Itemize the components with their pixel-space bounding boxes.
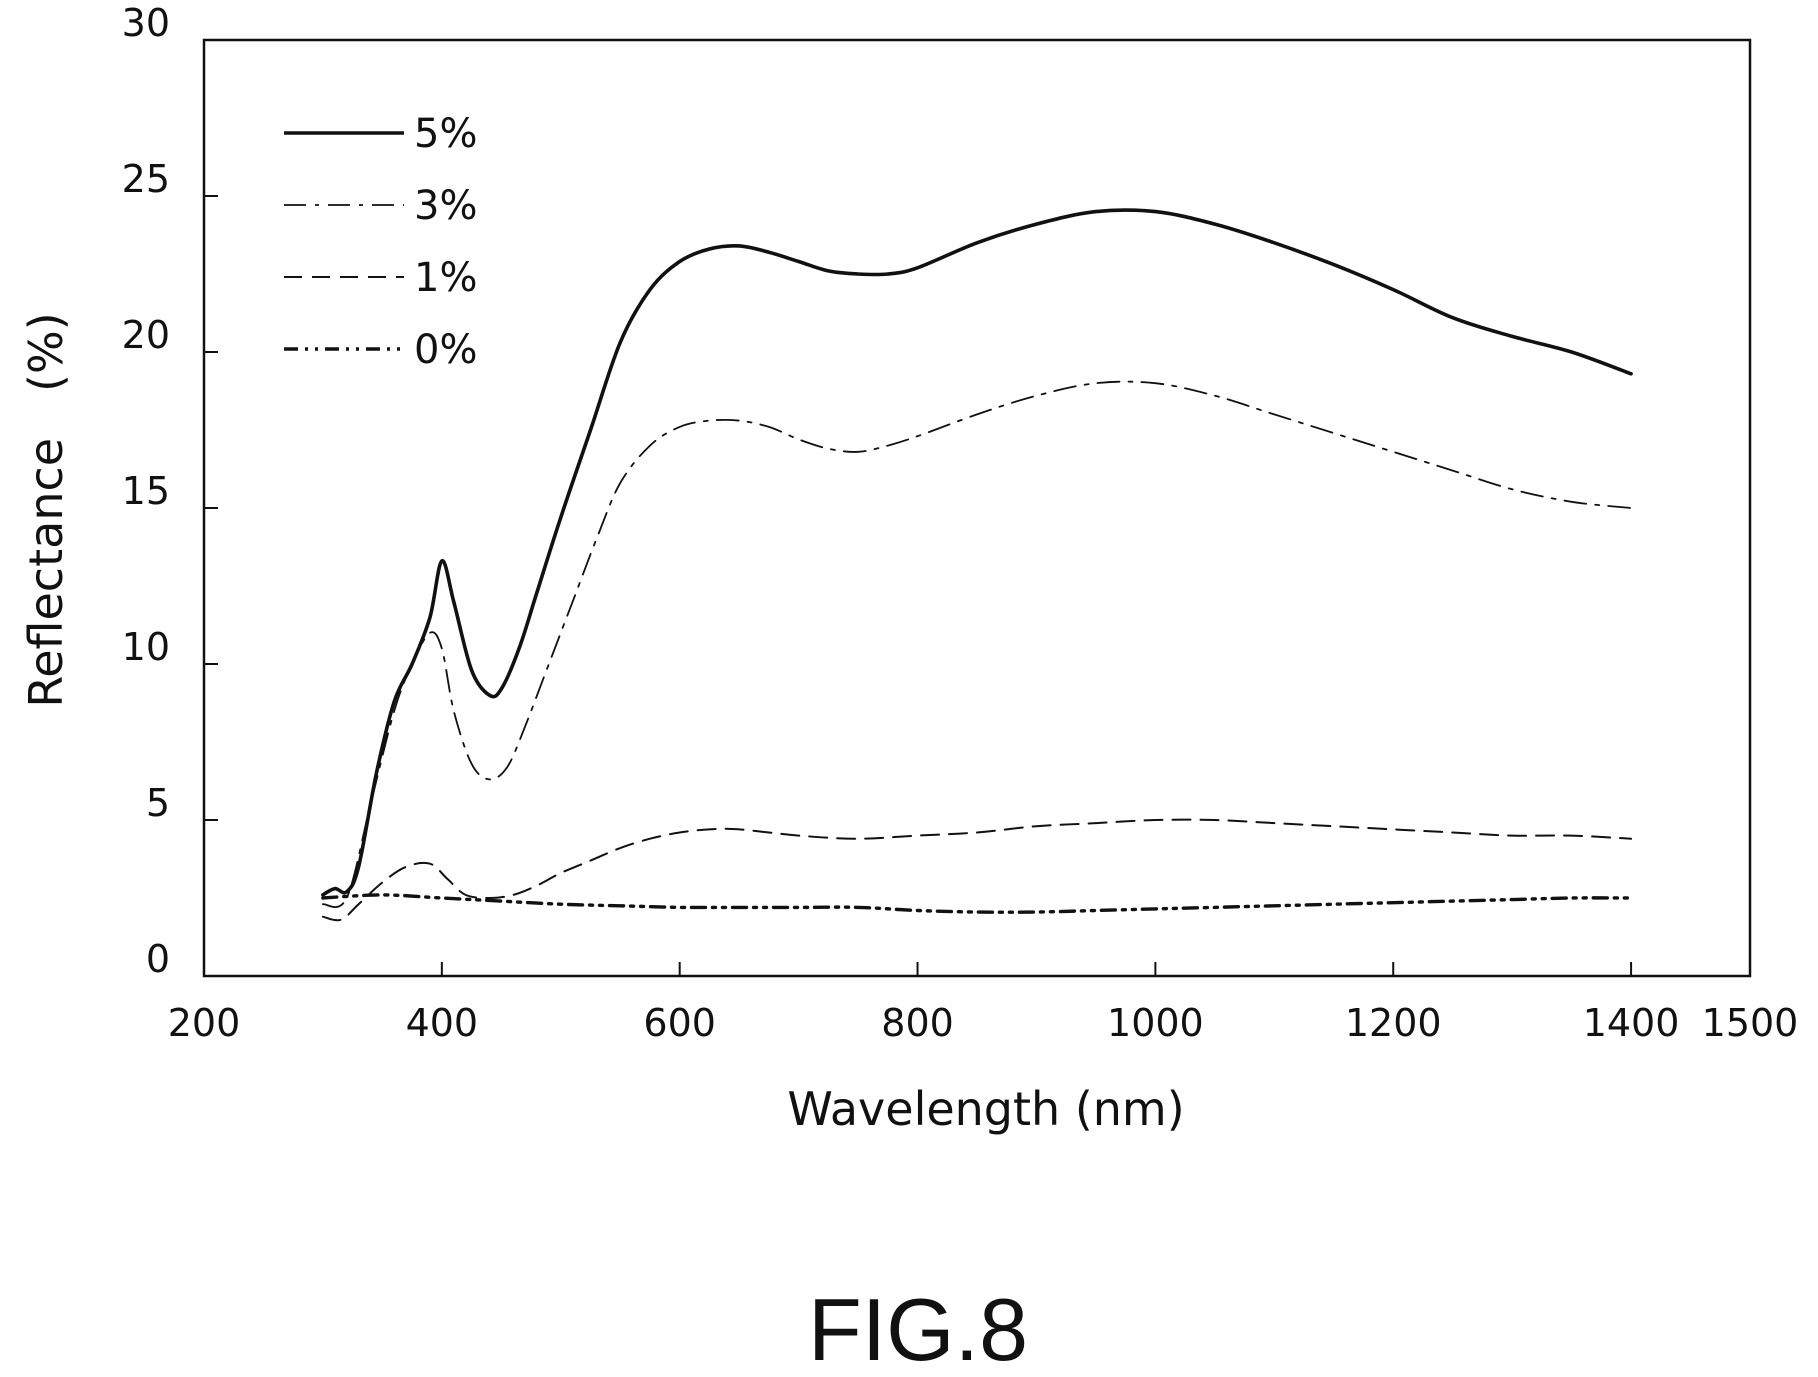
y-tick-label: 30 <box>122 1 170 45</box>
x-axis-ticks: 200 400 600 800 1000 1200 1400 1500 <box>168 962 1799 1045</box>
series-line-0 <box>321 208 1633 897</box>
legend: 5% 3% 1% 0% <box>284 111 477 373</box>
legend-label-1: 3% <box>414 183 477 229</box>
x-tick-label: 200 <box>168 1001 241 1045</box>
x-tick-label: 1500 <box>1702 1001 1799 1045</box>
legend-label-0: 5% <box>414 111 477 157</box>
y-axis-ticks: 0 5 10 15 20 25 30 <box>122 1 218 981</box>
x-tick-label: 1200 <box>1345 1001 1442 1045</box>
y-tick-label: 0 <box>146 937 170 981</box>
x-axis-title: Wavelength (nm) <box>787 1082 1184 1136</box>
series-line-1 <box>322 380 1632 908</box>
y-tick-label: 5 <box>146 781 170 825</box>
series-line-2 <box>321 818 1633 922</box>
x-tick-label: 1400 <box>1583 1001 1680 1045</box>
y-tick-label: 10 <box>122 625 170 669</box>
series-layer <box>321 208 1633 922</box>
x-tick-label: 600 <box>643 1001 716 1045</box>
y-tick-label: 15 <box>122 469 170 513</box>
series-line-3 <box>321 893 1633 914</box>
figure-caption: FIG.8 <box>808 1280 1028 1377</box>
x-tick-label: 800 <box>881 1001 954 1045</box>
legend-label-2: 1% <box>414 255 477 301</box>
y-tick-label: 20 <box>122 313 170 357</box>
y-tick-label: 25 <box>122 157 170 201</box>
legend-label-3: 0% <box>414 327 477 373</box>
x-tick-label: 1000 <box>1107 1001 1204 1045</box>
x-tick-label: 400 <box>406 1001 479 1045</box>
y-axis-title: Reflectance (%) <box>19 312 73 707</box>
